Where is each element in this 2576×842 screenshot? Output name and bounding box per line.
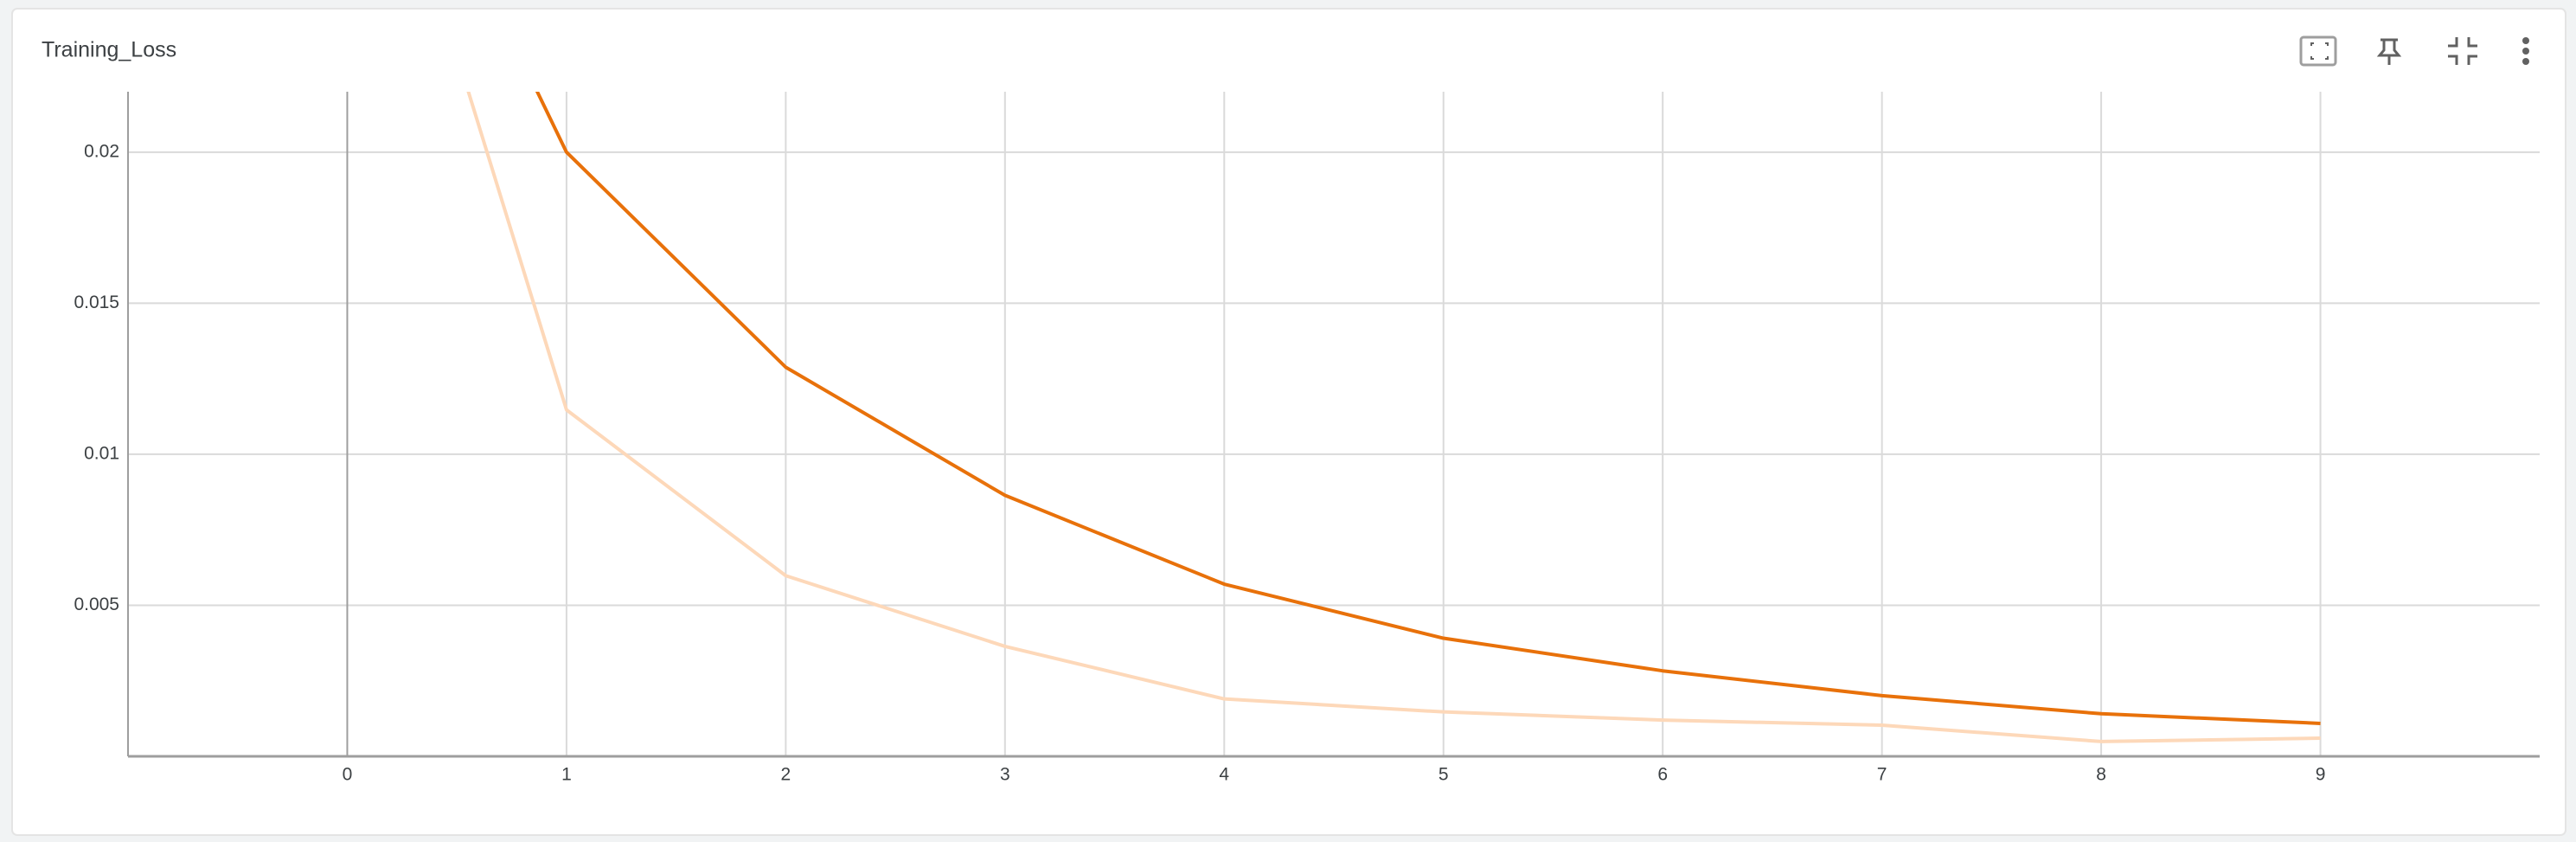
y-tick-label: 0.005 [74, 595, 119, 614]
x-tick-label: 3 [1000, 765, 1010, 785]
x-tick-label: 7 [1877, 765, 1887, 785]
menu-button[interactable] [2522, 37, 2529, 65]
card-background [11, 8, 2566, 836]
x-tick-label: 2 [781, 765, 791, 785]
plot-area [466, 92, 2321, 743]
chart-title: Training_Loss [42, 38, 176, 62]
pin-button[interactable] [2376, 38, 2402, 65]
x-tick-label: 9 [2316, 765, 2326, 785]
toolbar [2299, 35, 2529, 67]
collapse-button[interactable] [2448, 37, 2477, 65]
x-tick-label: 8 [2096, 765, 2106, 785]
x-tick-label: 4 [1219, 765, 1229, 785]
y-tick-label: 0.01 [84, 443, 119, 463]
y-tick-label: 0.015 [74, 292, 119, 312]
series-line [466, 92, 2321, 743]
fit-domain-button[interactable] [2299, 35, 2337, 67]
x-tick-label: 5 [1439, 765, 1449, 785]
y-tick-label: 0.02 [84, 141, 119, 161]
series-line [535, 92, 2321, 725]
x-tick-label: 1 [561, 765, 572, 785]
x-tick-label: 0 [343, 765, 353, 785]
x-tick-label: 6 [1657, 765, 1668, 785]
